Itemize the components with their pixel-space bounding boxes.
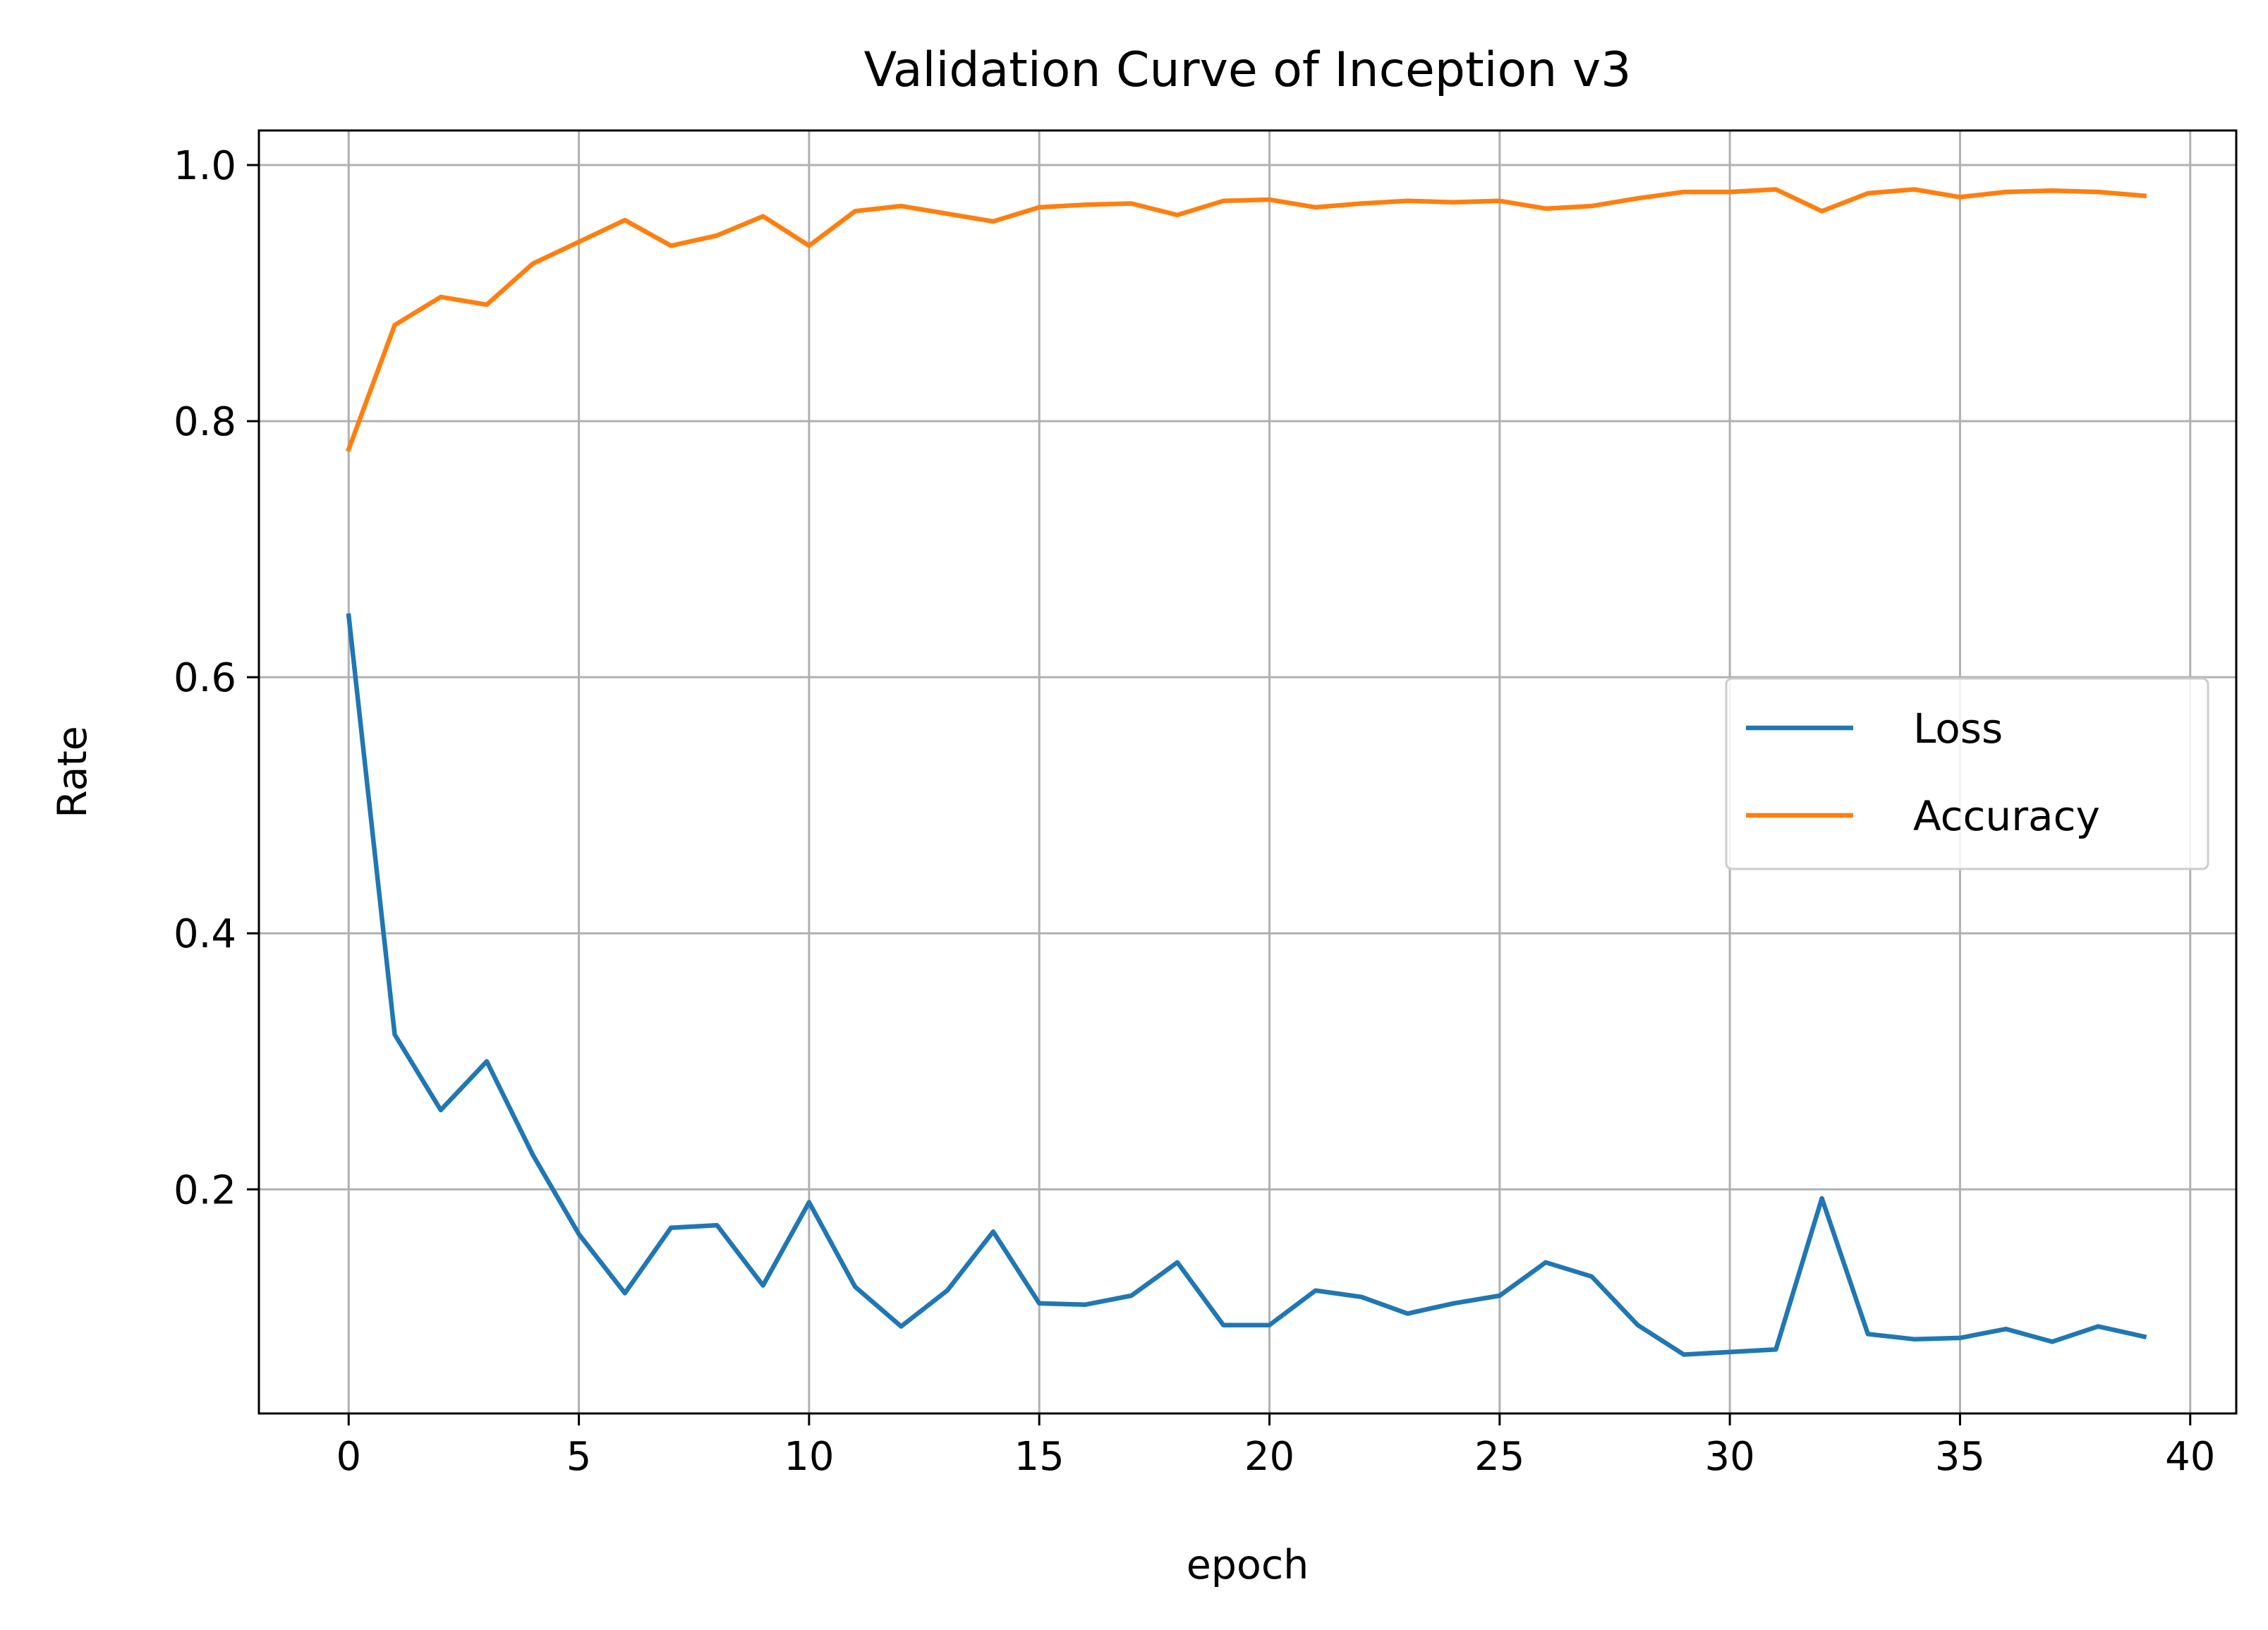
x-tick-label: 25 xyxy=(1474,1434,1524,1480)
x-tick-label: 35 xyxy=(1935,1434,1985,1480)
x-tick-label: 30 xyxy=(1704,1434,1754,1480)
x-tick-label: 20 xyxy=(1244,1434,1294,1480)
legend: Loss Accuracy xyxy=(1725,677,2209,870)
y-tick-label: 0.4 xyxy=(174,911,236,957)
y-tick-label: 1.0 xyxy=(174,143,236,189)
legend-label-loss: Loss xyxy=(1913,705,2003,753)
y-tick-label: 0.6 xyxy=(174,655,236,701)
y-axis-label: Rate xyxy=(49,726,96,818)
series-line-loss xyxy=(346,613,2147,1357)
plot-frame xyxy=(257,129,2238,1415)
x-tick-label: 40 xyxy=(2165,1434,2215,1480)
series-lines xyxy=(346,187,2147,1357)
x-axis-label: epoch xyxy=(1187,1542,1309,1588)
x-tick-label: 0 xyxy=(336,1434,361,1480)
series-line-accuracy xyxy=(346,187,2147,453)
chart-title: Validation Curve of Inception v3 xyxy=(864,42,1632,98)
legend-label-accuracy: Accuracy xyxy=(1913,792,2100,840)
x-tick-label: 15 xyxy=(1014,1434,1065,1480)
grid xyxy=(259,130,2236,1413)
axis-ticks: 0 5 10 15 20 25 30 35 40 0.2 0.4 0.6 0.8 1.0 xyxy=(174,143,2215,1480)
y-tick-label: 0.2 xyxy=(174,1167,236,1213)
y-tick-label: 0.8 xyxy=(174,399,236,445)
x-tick-label: 5 xyxy=(566,1434,592,1480)
x-tick-label: 10 xyxy=(784,1434,834,1480)
